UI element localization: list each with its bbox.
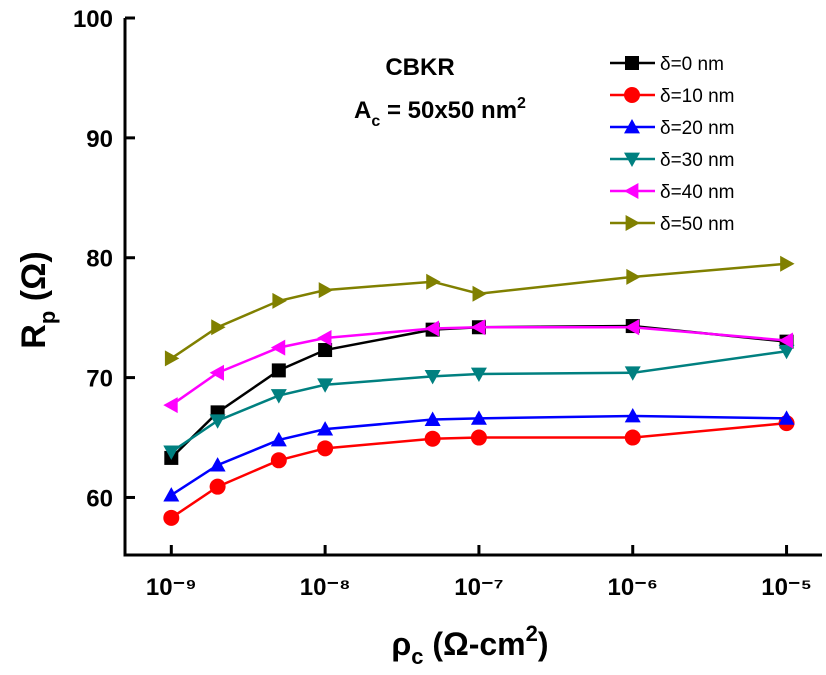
annotation-text: CBKR [385,54,454,81]
annotation: Ac = 50x50 nm2 [354,95,526,130]
marker [270,389,287,404]
marker [780,255,795,272]
series-line [170,326,787,407]
marker [272,292,287,309]
marker [624,429,641,446]
marker [209,478,226,495]
x-label-text: ) [538,626,549,662]
x-tick-label: 10⁻⁸ [300,574,351,601]
y-tick-label: 60 [86,485,113,512]
marker [271,363,286,378]
y-tick-label: 80 [86,246,113,273]
annotation: CBKR [385,54,454,81]
legend-label: δ=20 nm [660,118,734,139]
annotation-sup: 2 [517,95,526,112]
marker [209,364,225,381]
x-label-text: ρ [391,626,411,662]
marker [318,282,334,299]
legend-label: δ=50 nm [660,214,734,235]
marker [470,429,487,446]
x-axis-label: ρc (Ω-cm2) [391,621,548,669]
legend-label: δ=30 nm [660,150,734,171]
series-line [170,349,787,453]
annotation-text: A [354,97,371,124]
marker [270,339,286,356]
marker [778,410,795,425]
marker [163,445,180,460]
marker [317,440,334,457]
marker [163,509,180,526]
x-label-text: (Ω-cm [424,626,526,662]
marker [472,285,487,302]
marker [318,343,333,358]
legend-marker [624,119,640,134]
marker [424,320,440,337]
y-label-text: R [15,324,53,349]
annotation-sub: c [371,113,380,130]
y-label-text: (Ω) [15,251,53,310]
legend-marker [624,183,639,199]
marker [426,273,441,290]
marker [470,367,487,383]
x-label-sup: 2 [526,621,538,646]
marker [317,421,334,436]
y-tick-label: 90 [86,126,113,153]
marker [270,431,287,447]
marker [209,414,226,429]
marker [424,430,441,447]
y-label-sub: p [35,311,60,324]
marker [424,369,441,385]
marker [211,319,226,336]
marker [470,410,487,425]
x-label-sub: c [411,644,423,669]
marker [163,397,178,414]
marker [624,407,641,423]
marker [470,319,486,336]
x-tick-label: 10⁻⁹ [146,574,197,601]
x-tick-label: 10⁻⁷ [454,574,503,601]
legend-label: δ=40 nm [660,182,734,203]
series-line [170,414,787,497]
marker [317,378,334,393]
y-axis-label: Rp (Ω) [15,251,60,348]
marker [270,452,287,469]
series-line [170,421,787,519]
marker [624,366,641,381]
marker [317,330,332,347]
legend-marker [625,56,639,70]
y-tick-label: 70 [86,366,113,393]
x-tick-label: 10⁻⁵ [761,574,812,601]
x-tick-label: 10⁻⁶ [608,574,658,601]
marker [626,268,641,285]
marker [164,350,180,367]
legend-marker [625,215,640,231]
marker [778,344,795,360]
annotation-text: = 50x50 nm [380,97,517,124]
series-line [170,262,787,360]
marker [209,457,226,472]
marker [624,319,640,336]
marker [163,487,180,502]
legend-marker [624,152,640,167]
marker [424,411,441,426]
y-tick-label: 100 [73,6,113,33]
legend-marker [624,87,640,103]
legend-label: δ=10 nm [660,86,734,107]
marker [778,332,793,349]
legend-label: δ=0 nm [660,54,724,75]
